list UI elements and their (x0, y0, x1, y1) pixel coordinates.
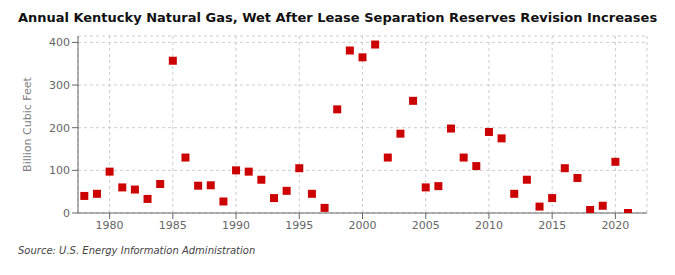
html-text:Source: U.S. Energy Informatio: Source: U.S. Energy Information Administ… (18, 245, 256, 256)
svg-text:2015: 2015 (538, 219, 566, 232)
svg-text:0: 0 (63, 207, 70, 220)
svg-text:1990: 1990 (222, 219, 250, 232)
svg-text:2020: 2020 (601, 219, 629, 232)
svg-text:200: 200 (49, 122, 70, 135)
svg-text:2010: 2010 (475, 219, 503, 232)
html-text:Annual Kentucky Natural Gas, W: Annual Kentucky Natural Gas, Wet After L… (17, 10, 658, 25)
svg-text:2005: 2005 (412, 219, 440, 232)
svg-text:300: 300 (49, 79, 70, 92)
svg-text:100: 100 (49, 164, 70, 177)
svg-text:2000: 2000 (349, 219, 377, 232)
svg-text:1985: 1985 (159, 219, 187, 232)
svg-text:Billion Cubic Feet: Billion Cubic Feet (21, 76, 34, 171)
svg-text:400: 400 (49, 36, 70, 49)
svg-text:1995: 1995 (285, 219, 313, 232)
svg-text:1980: 1980 (96, 219, 124, 232)
